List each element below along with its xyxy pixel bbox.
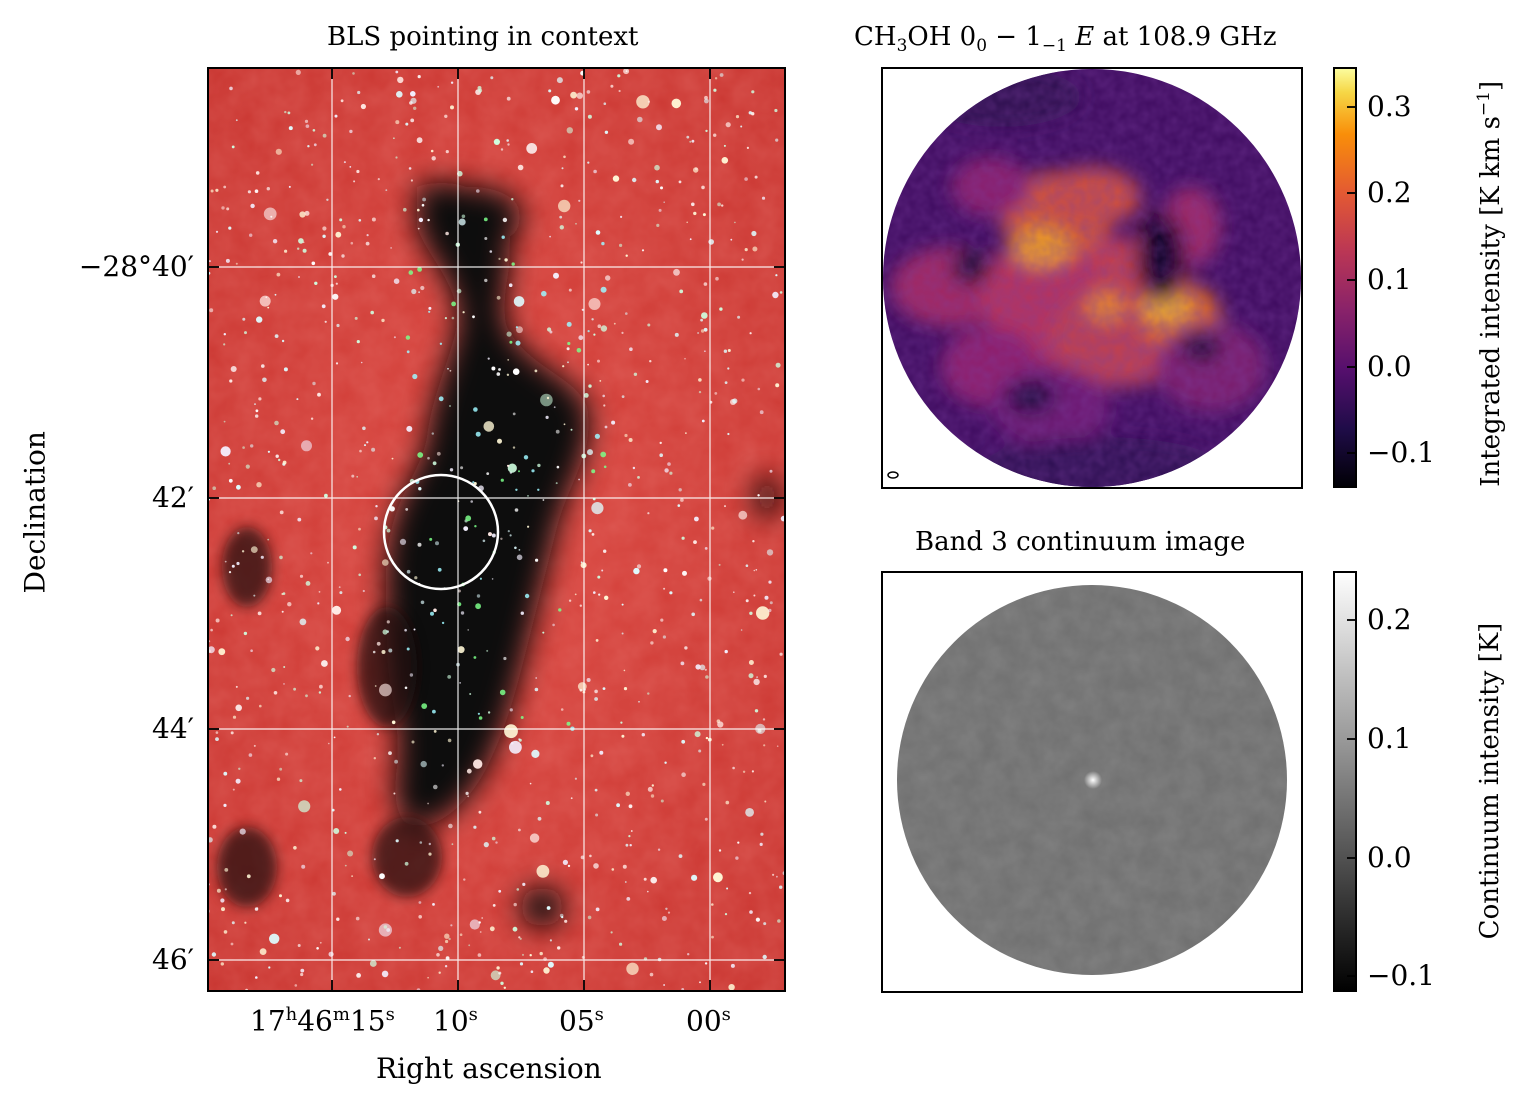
methanol-map bbox=[881, 67, 1303, 489]
colorbar-tick-label: 0.3 bbox=[1367, 90, 1412, 123]
bls-pointing-circle bbox=[382, 473, 500, 591]
colorbar-tick-label: 0.1 bbox=[1367, 722, 1412, 755]
colorbar-tick-label: 0.0 bbox=[1367, 841, 1412, 874]
image-frame bbox=[207, 67, 786, 992]
colorbar-tick-label: 0.0 bbox=[1367, 350, 1412, 383]
map-frame bbox=[881, 67, 1303, 489]
y-axis-label: Declination bbox=[18, 431, 52, 594]
colorbar-tick-label: 0.1 bbox=[1367, 263, 1412, 296]
ytick-label: 44′ bbox=[152, 712, 194, 745]
coordinate-grid bbox=[207, 67, 786, 992]
colorbar-tick-label: −0.1 bbox=[1367, 436, 1435, 469]
xtick-label-first: 17h46m15s bbox=[250, 1004, 395, 1038]
ytick-label: 46′ bbox=[152, 943, 194, 976]
star-field bbox=[207, 67, 786, 992]
panel-left-title: BLS pointing in context bbox=[327, 22, 639, 52]
map-frame bbox=[881, 571, 1303, 993]
panel-continuum-title: Band 3 continuum image bbox=[915, 527, 1246, 557]
continuum-source bbox=[1084, 771, 1102, 789]
colorbar-tick-label: 0.2 bbox=[1367, 176, 1412, 209]
optical-image bbox=[207, 67, 786, 992]
colorbar-label-integrated: Integrated intensity [K km s−1] bbox=[1474, 80, 1506, 487]
colorbar-integrated bbox=[1333, 67, 1357, 488]
continuum-map bbox=[881, 571, 1303, 993]
ytick-label: 42′ bbox=[152, 481, 194, 514]
colorbar-tick-label: −0.1 bbox=[1367, 959, 1435, 992]
panel-methanol-title: CH3OH 00 − 1−1 E at 108.9 GHz bbox=[854, 22, 1277, 57]
xtick-label: 00s bbox=[686, 1004, 731, 1038]
xtick-label: 05s bbox=[559, 1004, 604, 1038]
colorbar-tick-label: 0.2 bbox=[1367, 603, 1412, 636]
xtick-label: 10s bbox=[433, 1004, 478, 1038]
x-axis-label: Right ascension bbox=[376, 1052, 602, 1085]
colorbar-continuum bbox=[1333, 571, 1357, 992]
colorbar-label-continuum: Continuum intensity [K] bbox=[1475, 622, 1505, 940]
ytick-label: −28°40′ bbox=[78, 250, 194, 283]
beam-ellipse bbox=[887, 471, 899, 479]
